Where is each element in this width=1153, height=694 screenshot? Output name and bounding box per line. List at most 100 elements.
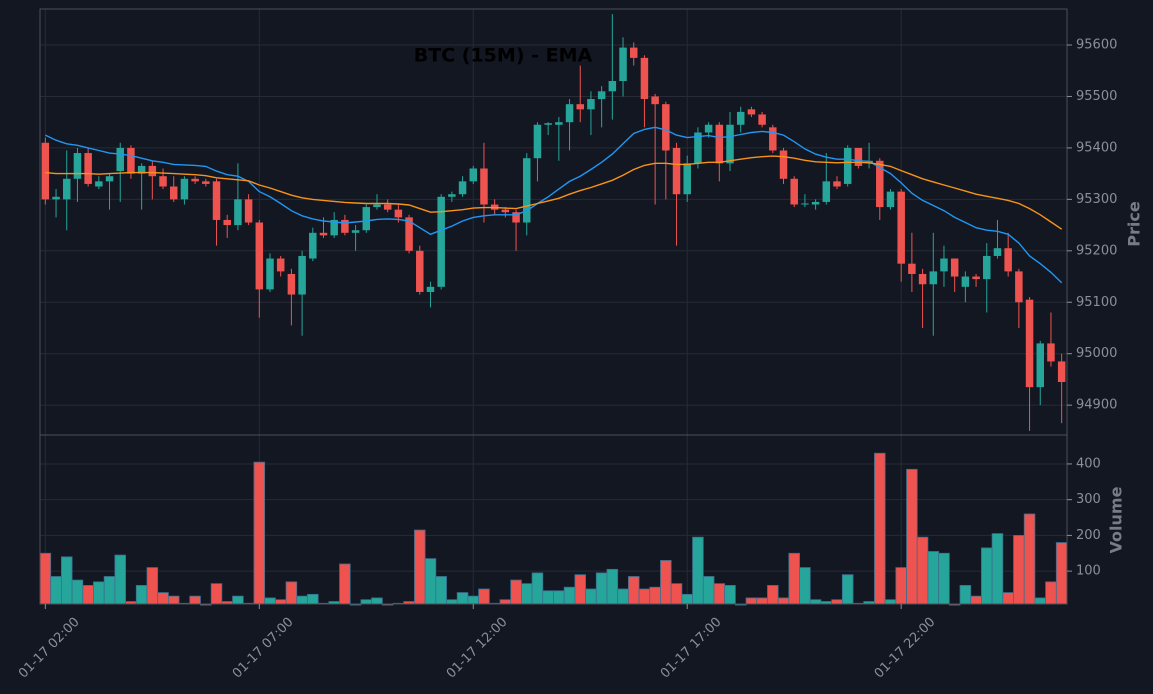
volume-bar (745, 597, 758, 605)
candle-body (362, 207, 371, 231)
volume-bar (296, 595, 308, 605)
candle-body (244, 199, 253, 223)
candle-body (212, 181, 221, 220)
y-tick-label: 95500 (1076, 89, 1117, 104)
volume-bar (93, 581, 105, 605)
volume-bar (991, 533, 1004, 605)
candle-body (833, 181, 841, 187)
y-axis-label: Price (1125, 201, 1144, 247)
volume-bar (146, 567, 159, 605)
candle-body (1047, 343, 1055, 362)
volume-bar (788, 552, 800, 605)
candle-body (897, 191, 905, 264)
candle-body (726, 124, 734, 164)
volume-bar (521, 583, 533, 605)
volume-bar (670, 583, 683, 605)
candle-body (426, 286, 435, 292)
volume-bar (574, 574, 586, 605)
y-tick-label: 95300 (1076, 192, 1117, 207)
candle-body (950, 258, 959, 277)
candle-body (619, 47, 627, 82)
volume-bar (253, 461, 266, 605)
candle-body (351, 230, 360, 233)
volume-bar (906, 468, 918, 605)
volume-bar (167, 595, 180, 605)
candle-body (234, 199, 242, 226)
candle-body (287, 273, 296, 295)
volume-bar (360, 599, 373, 605)
volume-bar (831, 599, 843, 605)
volume-bar (339, 563, 351, 605)
candle-body (983, 255, 991, 280)
candle-body (1004, 248, 1012, 272)
volume-bar (542, 590, 554, 605)
volume-bar (264, 597, 276, 605)
volume-bar (970, 595, 982, 605)
candle-body (319, 232, 328, 236)
candle-body (662, 104, 670, 151)
volume-bar (627, 576, 640, 605)
chart-title: BTC (15M) - EMA (414, 45, 593, 67)
candle-body (1025, 299, 1034, 388)
candle-body (908, 263, 916, 274)
volume-bar (702, 576, 715, 605)
volume-bar (82, 585, 94, 605)
volume-bar (1013, 534, 1025, 605)
candle-body (629, 47, 638, 58)
volume-bar (232, 595, 244, 605)
candle-body (608, 81, 617, 92)
candle-body (779, 150, 788, 179)
candle-body (843, 147, 852, 184)
volume-bar (981, 547, 993, 605)
candle-body (73, 153, 82, 179)
volume-bar (895, 567, 907, 605)
volume-bar (531, 572, 544, 605)
candle-body (715, 124, 724, 164)
volume-bar (585, 588, 597, 605)
ema-line (45, 155, 1063, 230)
candle-body (651, 96, 659, 105)
candle-body (555, 122, 563, 125)
candle-body (469, 168, 478, 182)
candle-body (148, 165, 157, 177)
candle-body (747, 109, 756, 115)
candle-body (533, 124, 542, 159)
volume-bar (595, 572, 608, 605)
volume-bar (638, 588, 651, 605)
volume-bar (446, 599, 458, 605)
candle-body (940, 258, 948, 272)
candle-body (1057, 361, 1066, 383)
volume-bar (660, 560, 672, 605)
candle-body (1015, 271, 1023, 303)
candle-body (640, 57, 649, 100)
volume-bar (103, 576, 116, 605)
volume-bar (371, 597, 383, 605)
volume-bar (1023, 513, 1036, 605)
candle-body (437, 196, 445, 287)
candle-body (972, 276, 980, 280)
volume-bar (874, 452, 886, 605)
candle-body (876, 160, 884, 208)
candle-body (266, 258, 274, 290)
candle-body (523, 158, 531, 223)
volume-bar (756, 597, 768, 605)
candle-body (918, 273, 927, 285)
candle-body (961, 276, 970, 287)
y-tick-label: 95000 (1076, 346, 1117, 361)
y-tick-label: 200 (1076, 528, 1101, 543)
volume-bar (692, 536, 704, 605)
candle-body (330, 219, 338, 236)
volume-bar (617, 588, 629, 605)
candle-body (127, 147, 135, 174)
candle-body (1036, 343, 1044, 388)
y-axis-label: Volume (1107, 486, 1126, 553)
candle-body (309, 232, 317, 259)
volume-bar (210, 583, 223, 605)
volume-bar (938, 552, 950, 605)
candle-body (84, 153, 92, 184)
candle-body (576, 104, 584, 110)
candle-body (501, 209, 510, 213)
candle-body (63, 178, 71, 200)
volume-bar (1034, 597, 1047, 605)
